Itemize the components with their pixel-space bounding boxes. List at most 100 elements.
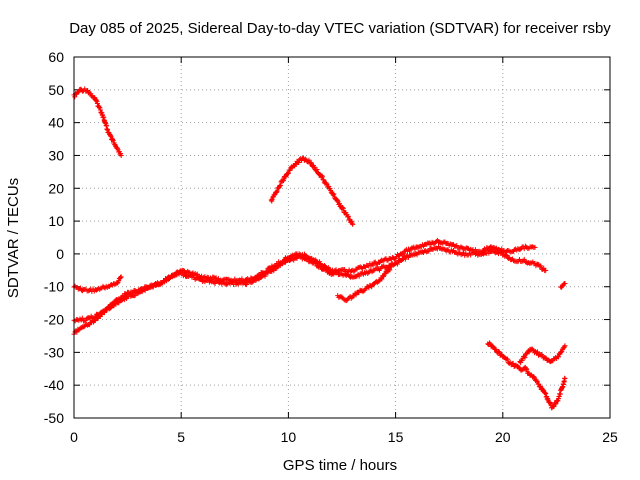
data-point	[72, 94, 78, 100]
data-point	[542, 390, 548, 396]
x-axis-title: GPS time / hours	[283, 457, 397, 474]
data-point	[274, 188, 280, 194]
data-point	[77, 285, 83, 291]
data-point	[262, 273, 268, 279]
data-point	[349, 220, 355, 226]
chart-title: Day 085 of 2025, Sidereal Day-to-day VTE…	[69, 20, 611, 37]
y-tick-label: 40	[48, 115, 64, 131]
data-point	[211, 274, 217, 280]
data-point	[287, 167, 293, 173]
series-track-5	[71, 243, 549, 337]
series-track-9	[521, 365, 568, 411]
data-point	[319, 173, 325, 179]
data-point	[356, 273, 362, 279]
data-point	[534, 349, 540, 355]
data-point	[283, 174, 289, 180]
data-point	[503, 252, 509, 258]
data-point	[395, 261, 401, 267]
y-axis-title: SDTVAR / TECUs	[5, 178, 22, 298]
data-point	[212, 280, 218, 286]
x-tick-label: 15	[388, 429, 404, 445]
data-point	[530, 374, 536, 380]
y-tick-label: 50	[48, 82, 64, 98]
data-point	[562, 376, 568, 382]
y-tick-label: -10	[44, 279, 64, 295]
series-track-6	[335, 264, 394, 304]
data-point	[314, 167, 320, 173]
series-track-2	[268, 155, 356, 227]
data-point	[460, 250, 466, 256]
data-point	[102, 310, 108, 316]
data-point	[268, 197, 274, 203]
x-tick-label: 0	[70, 429, 78, 445]
data-point	[319, 174, 325, 180]
data-point	[370, 262, 376, 268]
data-point	[534, 350, 540, 356]
grid	[74, 57, 610, 418]
data-point	[103, 307, 109, 313]
data-point	[542, 355, 548, 361]
data-point	[552, 401, 558, 407]
data-point	[400, 251, 406, 257]
data-point	[376, 278, 382, 284]
data-point	[112, 142, 118, 148]
data-point	[519, 358, 525, 364]
data-point	[562, 280, 568, 286]
data-point	[340, 206, 346, 212]
data-point	[517, 247, 523, 253]
data-point	[280, 178, 286, 184]
y-tick-label: 30	[48, 147, 64, 163]
data-point	[271, 268, 277, 274]
data-point	[388, 264, 394, 270]
series-track-8	[517, 343, 568, 365]
data-point	[538, 263, 544, 269]
y-tick-label: 60	[48, 49, 64, 65]
y-tick-label: 20	[48, 180, 64, 196]
y-tick-label: -20	[44, 312, 64, 328]
data-point	[302, 156, 308, 162]
data-point	[402, 256, 408, 262]
data-point	[296, 160, 302, 166]
data-point	[486, 340, 492, 346]
data-point	[556, 354, 562, 360]
data-point	[379, 276, 385, 282]
data-point	[322, 266, 328, 272]
data-point	[345, 213, 351, 219]
data-point	[285, 170, 291, 176]
data-point	[79, 315, 85, 321]
data-point	[110, 136, 116, 142]
data-point	[532, 244, 538, 250]
data-point	[107, 133, 113, 139]
data-point	[308, 160, 314, 166]
y-tick-label: 0	[56, 246, 64, 262]
x-tick-label: 5	[177, 429, 185, 445]
series-track-3	[71, 274, 124, 294]
data-point	[510, 360, 516, 366]
data-point	[76, 89, 82, 95]
data-point	[339, 294, 345, 300]
plot-frame	[73, 56, 611, 419]
data-point	[534, 378, 540, 384]
data-point	[249, 279, 255, 285]
data-point	[331, 191, 337, 197]
y-tick-label: -40	[44, 377, 64, 393]
data-point	[522, 355, 528, 361]
data-point	[215, 279, 221, 285]
data-point	[118, 152, 124, 158]
data-point	[350, 221, 356, 227]
data-point	[110, 137, 116, 143]
data-point	[496, 349, 502, 355]
series-track-10	[558, 280, 568, 290]
x-tick-label: 10	[281, 429, 297, 445]
x-tick-label: 25	[602, 429, 618, 445]
data-point	[387, 267, 393, 273]
x-tick-label: 20	[495, 429, 511, 445]
data-point	[543, 267, 549, 273]
data-point	[118, 274, 124, 280]
y-tick-label: -50	[44, 410, 64, 426]
data-point	[503, 248, 509, 254]
data-points	[71, 86, 568, 411]
series-track-1	[71, 86, 124, 158]
data-point	[524, 367, 530, 373]
